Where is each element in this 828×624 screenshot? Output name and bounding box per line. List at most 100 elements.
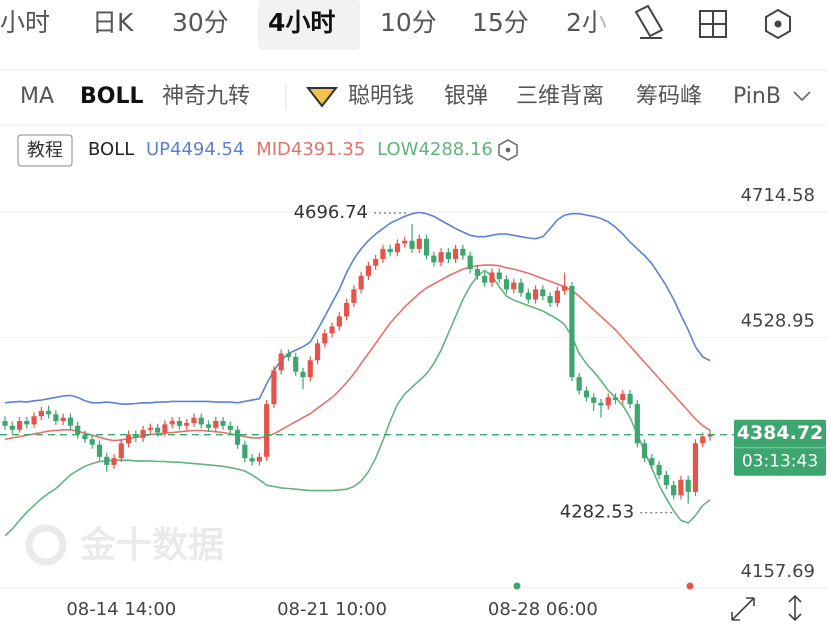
candle-body (700, 436, 706, 444)
candle-body (125, 434, 132, 444)
candle-body (453, 248, 459, 259)
candle-body (31, 416, 37, 425)
candle-body (351, 289, 357, 303)
layout-icon[interactable] (699, 10, 727, 38)
tutorial-button[interactable] (17, 134, 73, 167)
candle-body (198, 417, 204, 425)
candle-body (554, 290, 560, 303)
candle-body (663, 475, 669, 486)
candle-body (329, 326, 335, 334)
candle-body (540, 289, 546, 297)
candle-body (678, 479, 684, 496)
candle-body (96, 444, 103, 457)
candle-body (525, 292, 531, 300)
candle-body (612, 397, 619, 401)
candle-body (649, 458, 655, 465)
candle-body (583, 390, 590, 398)
indicator[interactable]: 银弹 (444, 84, 488, 109)
candle-body (220, 421, 226, 426)
scale-icon[interactable] (788, 594, 802, 622)
candle-body (598, 402, 604, 406)
selected-tab-bg (258, 0, 360, 50)
min-label: 4282.53 (560, 502, 634, 523)
indicator[interactable]: 三维背离 (516, 84, 604, 109)
candle-body (402, 240, 408, 244)
candle-body (24, 421, 30, 425)
smart-money-icon (305, 87, 339, 108)
candle-body (213, 421, 219, 428)
more-chevron[interactable] (793, 91, 811, 102)
last-price-label: 4384.72 (737, 422, 824, 444)
candle-body (387, 248, 393, 253)
legend-name: MID (256, 139, 291, 160)
candle-body (191, 417, 197, 424)
candle-body (285, 353, 292, 357)
candle-body (89, 439, 95, 445)
candle-body (155, 427, 161, 433)
y-tick-label: 4528.95 (741, 310, 815, 331)
candle-body (38, 410, 44, 417)
candle-body (60, 417, 66, 422)
indicator[interactable]: 聪明钱 (348, 84, 414, 109)
candle-body (562, 285, 568, 291)
candle-body (482, 275, 488, 283)
x-tick-label: 08-28 06:00 (488, 599, 598, 620)
candle-body (300, 371, 306, 378)
candle-body (176, 421, 183, 426)
candle-body (343, 302, 350, 317)
candle-body (627, 394, 633, 405)
candle-body (365, 265, 372, 276)
candle-body (322, 333, 328, 344)
fade (596, 0, 626, 50)
candle-body (104, 456, 110, 465)
candle-body (656, 464, 662, 476)
legend-value: 4391.35 (291, 139, 365, 160)
candle-body (511, 282, 517, 290)
candle-body (249, 458, 255, 462)
settings-icon[interactable] (765, 8, 791, 40)
candle-body (293, 356, 299, 372)
candle-body (169, 421, 175, 425)
draw-tool-icon[interactable] (634, 4, 664, 39)
candle-body (692, 443, 699, 492)
indicator[interactable]: PinB (733, 84, 781, 109)
candle-body (438, 252, 444, 263)
tab[interactable]: 15分 (472, 8, 529, 37)
tutorial-label[interactable]: 教程 (27, 140, 63, 161)
candle-body (184, 423, 190, 426)
candle-body (409, 240, 415, 249)
tab[interactable]: 小时 (0, 8, 50, 37)
candle-body (707, 434, 713, 437)
band-line (4, 264, 711, 442)
legend-name: LOW (377, 139, 419, 160)
candle-body (234, 429, 241, 445)
candle-body (307, 360, 313, 378)
candle-body (358, 275, 364, 290)
candle-body (205, 424, 212, 428)
tab-selected[interactable]: 4小时 (268, 8, 335, 37)
candle-body (474, 269, 481, 276)
candle-body (685, 479, 691, 492)
tab[interactable]: 10分 (380, 8, 437, 37)
candle-body (336, 316, 342, 327)
candle-body (416, 238, 422, 249)
indicator-selected[interactable]: BOLL (80, 84, 144, 109)
candle-body (503, 279, 510, 290)
candle-body (118, 443, 124, 459)
fullscreen-icon[interactable] (731, 597, 755, 621)
indicator[interactable]: 神奇九转 (162, 84, 250, 109)
legend-settings-icon[interactable] (498, 139, 518, 161)
candle-body (445, 252, 451, 259)
candle-body (9, 425, 15, 430)
candle-body (147, 427, 153, 430)
indicator[interactable]: 筹码峰 (636, 84, 702, 109)
candle-body (518, 282, 524, 293)
indicator[interactable]: MA (20, 84, 54, 109)
indicator-name: BOLL (88, 139, 134, 160)
candle-body (460, 248, 466, 256)
watermark-text: 金十数据 (79, 524, 224, 566)
tab[interactable]: 日K (92, 8, 134, 37)
tab[interactable]: 30分 (172, 8, 229, 37)
